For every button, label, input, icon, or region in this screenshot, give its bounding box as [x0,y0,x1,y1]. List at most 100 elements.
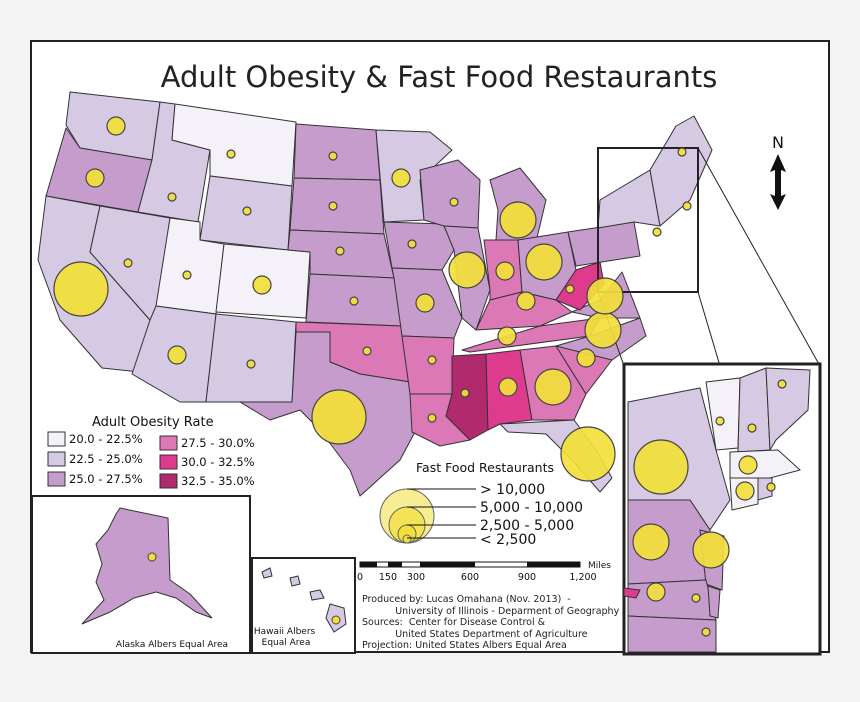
inset-new-hampshire [737,367,771,453]
obesity-class-label-5: 30.0 - 32.5% [181,455,255,469]
north-label: N [772,133,784,152]
inset-circle-delaware [691,593,701,603]
inset-circle-maryland [646,582,666,602]
scale-tick-300: 300 [407,572,425,583]
obesity-class-label-4: 27.5 - 30.0% [181,436,255,450]
state-north-dakota [293,123,381,181]
obesity-class-label-1: 20.0 - 22.5% [69,432,143,446]
inset-circle-rhode-island [766,482,776,492]
inset-circle-new-york [633,439,689,495]
alaska-label: Alaska Albers Equal Area [116,640,228,650]
restaurant-circle-louisiana [427,413,437,423]
credits-line-1: Produced by: Lucas Omahana (Nov. 2013) - [362,594,571,605]
hawaii-island-2 [289,575,301,587]
obesity-swatch-5 [159,454,178,470]
restaurant-circle-colorado [252,275,272,295]
hawaii-inset: Hawaii Albers Equal Area [251,557,356,654]
northeast-inset [597,147,822,656]
obesity-swatch-1 [47,431,66,447]
obesity-legend: Adult Obesity Rate 20.0 - 22.5% 22.5 - 25… [47,415,255,489]
restaurant-circle-washington [106,116,126,136]
scale-tick-1200: 1,200 [569,572,596,583]
scale-tick-600: 600 [461,572,479,583]
restaurant-circle-wisconsin [449,197,459,207]
alaska-inset: Alaska Albers Equal Area [31,495,251,654]
restaurant-circle-montana [226,149,236,159]
state-iowa [383,221,455,271]
inset-circle-connecticut [735,481,755,501]
obesity-class-label-3: 25.0 - 27.5% [69,472,143,486]
obesity-class-label-2: 22.5 - 25.0% [69,452,143,466]
north-arrow: N [770,133,786,210]
scale-tick-0: 0 [357,572,363,583]
obesity-swatch-3 [47,471,66,487]
scale-unit: Miles [588,561,611,571]
restaurant-circle-nebraska [335,246,345,256]
inset-circle-vermont [715,416,725,426]
restaurant-circle-north-dakota [328,151,338,161]
scale-bar: Miles 0 150 300 600 900 1,200 [357,561,611,583]
credits-line-2: University of Illinois - Deparment of Ge… [362,605,620,617]
restaurant-circle-florida [560,426,616,482]
restaurant-circle-illinois [448,251,486,289]
hawaii-label: Hawaii Albers Equal Area [254,627,318,648]
scale-tick-150: 150 [379,572,397,583]
restaurant-circle-missouri [415,293,435,313]
restaurant-circle-idaho [167,192,177,202]
inset-circle-maine [777,379,787,389]
state-new-mexico [205,313,297,403]
restaurant-circle-kentucky [516,291,536,311]
obesity-swatch-4 [159,435,178,451]
state-new-england [649,115,713,227]
restaurant-circle-utah [182,270,192,280]
restaurant-circle-virginia [586,277,624,315]
scale-tick-900: 900 [518,572,536,583]
restaurant-circle-texas [311,389,367,445]
inset-maine [765,367,811,452]
restaurant-circle-south-carolina [576,348,596,368]
map-title: Adult Obesity & Fast Food Restaurants [160,60,718,94]
restaurant-circle-arizona [167,345,187,365]
state-alaska [81,507,213,625]
hawaii-island-3 [309,589,325,601]
restaurant-class-4: < 2,500 [480,532,536,548]
restaurant-circle-west-virginia [565,284,575,294]
restaurant-circle-south-dakota [328,201,338,211]
state-pennsylvania [567,221,641,267]
credits-line-5: Projection: United States Albers Equal A… [362,640,567,651]
restaurant-circle-california [53,261,109,317]
restaurant-circle-northeast-1 [652,227,662,237]
restaurant-legend-title: Fast Food Restaurants [416,460,554,475]
inset-circle-pennsylvania [632,523,670,561]
restaurant-circle-new-mexico [246,359,256,369]
obesity-swatch-6 [159,473,178,489]
state-new-york [597,169,661,229]
restaurant-circle-michigan [499,201,537,239]
restaurant-circle-oregon [85,168,105,188]
restaurant-class-1: > 10,000 [480,482,545,498]
state-west-virginia [555,261,605,311]
restaurant-circle-kansas [349,296,359,306]
restaurant-circle-northeast-3 [677,147,687,157]
obesity-swatch-2 [47,451,66,467]
credits-line-4: United States Department of Agriculture [362,628,588,640]
restaurant-circle-nevada [123,258,133,268]
credits: Produced by: Lucas Omahana (Nov. 2013) -… [362,594,619,652]
inset-circle-new-hampshire [747,423,757,433]
obesity-legend-title: Adult Obesity Rate [92,415,214,430]
restaurant-circle-mississippi [460,388,470,398]
credits-line-3: Sources: Center for Disease Control & [362,617,546,628]
restaurant-circle-oklahoma [362,346,372,356]
restaurant-circle-georgia [534,368,572,406]
restaurant-circle-northeast-2 [682,201,692,211]
state-arkansas [401,335,455,395]
inset-west-virginia [623,587,641,599]
inset-maryland [627,579,717,621]
north-arrow-icon [770,154,786,210]
restaurant-circle-tennessee [497,326,517,346]
restaurant-legend: Fast Food Restaurants > 10,000 5,000 - 1… [379,460,583,548]
restaurant-circle-arkansas [427,355,437,365]
restaurant-class-3: 2,500 - 5,000 [480,518,574,534]
restaurant-circle-alabama [498,377,518,397]
